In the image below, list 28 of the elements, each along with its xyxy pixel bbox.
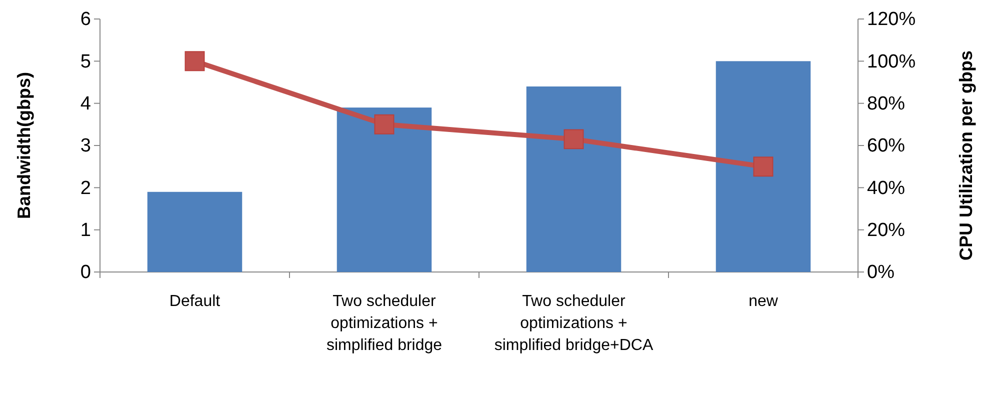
y-tick-label: 0	[80, 262, 91, 284]
y-tick-label: 5	[80, 51, 91, 72]
y-tick-label: 6	[80, 9, 91, 30]
y2-tick-label: 0%	[867, 262, 895, 284]
bar	[716, 61, 811, 272]
y-axis-title: Bandwidth(gbps)	[14, 72, 34, 219]
y2-tick-label: 60%	[867, 136, 906, 157]
point	[374, 114, 394, 134]
bar	[336, 108, 432, 272]
y2-tick-label: 80%	[867, 93, 906, 114]
point	[753, 156, 774, 177]
y2-tick-label: 20%	[867, 220, 906, 241]
bar	[526, 86, 622, 272]
y-tick-label: 3	[80, 136, 91, 157]
x-tick-label: Two scheduler optimizations + simplified bridge	[326, 293, 442, 354]
point	[184, 51, 205, 72]
x-tick-label: Default	[169, 293, 221, 310]
y-tick-label: 2	[80, 178, 91, 199]
y2-tick-label: 100%	[867, 51, 916, 72]
bar	[147, 192, 242, 272]
y2-tick-label: 40%	[867, 178, 906, 199]
x-tick-label: new	[748, 293, 778, 310]
y-tick-label: 4	[80, 93, 92, 114]
y2-axis-title: CPU Utilization per gbps	[956, 50, 976, 261]
y2-tick-label: 120%	[867, 9, 916, 30]
y-tick-label: 1	[80, 220, 91, 241]
point	[564, 129, 584, 150]
x-tick-label: Two scheduler optimizations + simplified bridge+DCA	[494, 293, 654, 354]
